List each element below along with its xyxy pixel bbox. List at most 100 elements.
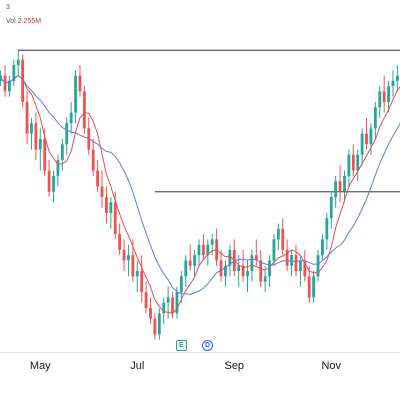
candle-body [131,255,135,277]
candle-body [3,75,7,92]
candle-body [329,197,333,219]
candle-body [118,234,122,250]
candle-body [34,123,38,150]
candle-body [290,255,293,266]
candle-body [56,160,60,176]
candle-body [96,170,100,187]
candle-body [127,255,130,261]
candle-body [272,239,276,261]
candle-body [228,249,232,266]
candle-body [268,260,271,277]
candle-body [153,318,157,335]
candle-body [347,154,351,176]
candle-body [30,123,33,134]
candle-body [294,255,298,272]
candle-body [171,297,174,314]
candle-body [237,265,241,272]
candle-body [135,271,139,277]
x-tick-label: Jul [130,360,145,372]
earnings-badge[interactable]: E [176,340,187,351]
candle-body [312,276,316,298]
candle-body [210,239,214,245]
candle-body [122,249,126,261]
candle-body [113,202,117,235]
candle-body [16,59,20,65]
dividend-badge[interactable]: D [202,340,213,351]
candle-body [193,255,197,266]
candle-body [395,75,399,81]
candle-body [100,186,104,198]
candle-body [382,91,386,102]
candle-body [149,308,152,319]
candle-body [343,175,346,192]
candle-body [206,244,210,256]
moving-average-slow [0,74,400,295]
candle-body [105,197,108,213]
candle-body [43,138,47,171]
candle-body [246,271,249,277]
candle-body [285,249,289,266]
candle-body [250,255,254,272]
volume-label: Vol 2.255M [6,18,41,25]
candle-body [69,112,73,124]
candle-body [321,239,324,256]
candle-body [276,228,280,240]
candle-body [162,302,166,314]
moving-average-fast [0,74,400,314]
time-axis-divider [0,352,400,353]
candle-body [356,154,360,171]
candle-body [298,260,302,272]
chart-top-label: 3 [6,4,10,11]
x-tick-label: Nov [321,360,342,372]
volume-value: 2.255M [17,18,42,25]
candle-body [338,181,342,192]
candle-body [316,255,320,277]
candle-body [241,265,245,277]
candle-body [373,107,377,129]
candle-body [78,75,82,92]
candle-body [188,260,192,266]
candle-body [109,202,113,213]
candle-body [263,276,267,282]
candle-body [281,228,285,250]
candle-body [38,138,42,150]
candle-body [369,128,373,145]
candle-body [184,260,188,277]
candle-body [197,244,201,256]
candle-body [175,292,179,314]
candle-body [259,260,263,282]
candle-body [378,91,382,108]
candle-body [391,80,395,87]
candle-body [12,64,16,81]
candle-body [219,260,223,277]
candle-body [52,175,55,192]
candle-body [334,181,338,198]
candle-body [91,149,95,171]
volume-prefix: Vol [6,18,16,25]
candle-body [87,128,91,150]
candle-body [307,276,311,298]
candle-body [325,218,329,240]
candle-body [166,297,170,303]
candle-body [303,260,307,277]
candle-body [8,80,11,92]
x-tick-label: Sep [224,360,245,372]
candle-body [21,59,25,102]
candle-body [387,86,390,102]
candle-body [360,133,364,155]
candle-body [25,101,29,134]
candle-body [351,154,355,171]
candle-body [224,265,227,277]
candle-body [47,170,51,192]
candle-body [179,276,183,293]
candle-body [82,91,86,129]
candle-body [157,313,161,335]
candle-body [365,133,368,145]
candle-body [201,244,205,256]
candle-body [254,255,258,261]
candle-body [74,75,77,113]
candle-body [144,292,148,309]
candle-body [65,123,69,145]
candle-body [140,271,144,293]
